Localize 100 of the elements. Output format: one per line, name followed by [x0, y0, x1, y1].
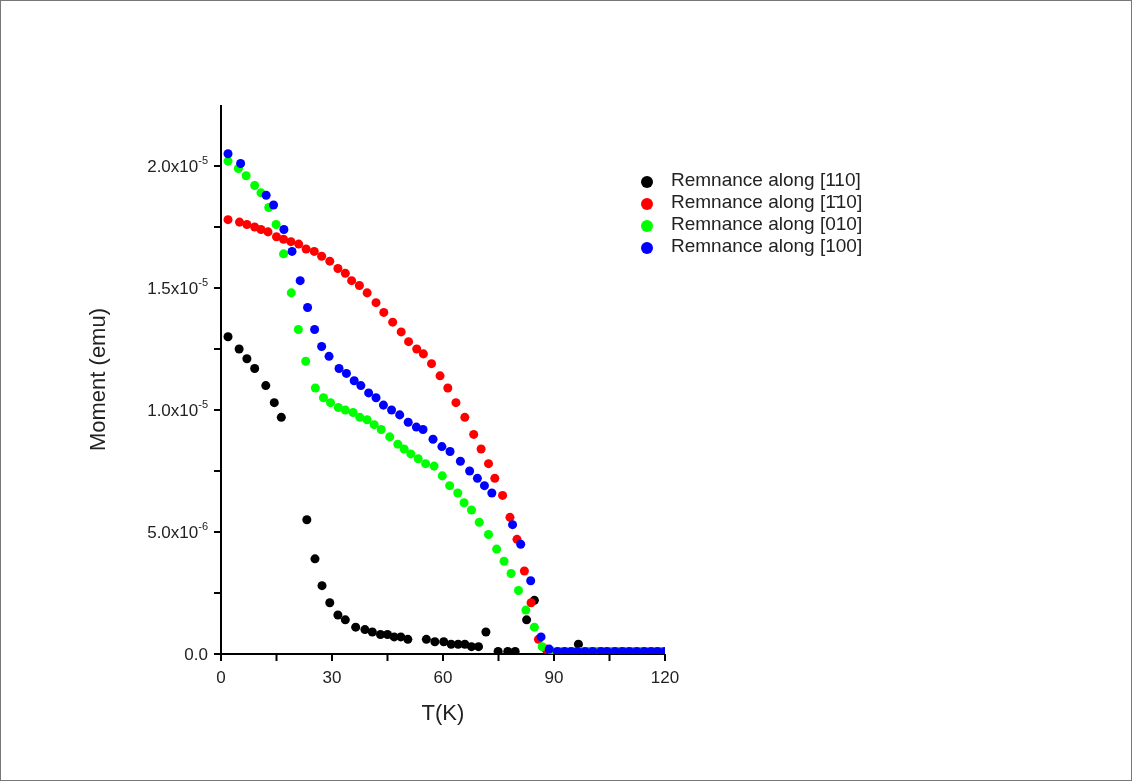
point [279, 224, 289, 234]
point [367, 627, 377, 637]
point [445, 481, 455, 491]
point [413, 454, 423, 464]
point [241, 171, 251, 181]
point [519, 566, 529, 576]
point [333, 263, 343, 273]
point [484, 529, 494, 539]
point [453, 488, 463, 498]
point [271, 232, 282, 242]
point [250, 364, 260, 374]
x-axis-title: T(K) [421, 699, 465, 725]
point [421, 459, 431, 469]
point [385, 432, 395, 442]
point [499, 556, 509, 566]
point [269, 200, 279, 210]
point [430, 637, 440, 647]
point [459, 498, 469, 508]
point [437, 471, 447, 481]
point [469, 429, 479, 439]
point [293, 324, 303, 334]
point [318, 393, 328, 403]
point [256, 224, 266, 234]
point [428, 434, 438, 444]
point [341, 368, 351, 378]
point [310, 324, 320, 334]
point [396, 327, 406, 337]
point [294, 239, 304, 249]
point [439, 637, 449, 647]
point [295, 276, 305, 286]
point [487, 488, 497, 498]
point [286, 288, 296, 298]
point [437, 442, 447, 452]
y-tick-label: 1.0x10$^{-5}$ [147, 398, 208, 420]
point [472, 473, 482, 483]
point [250, 181, 260, 191]
point [508, 520, 518, 530]
point [418, 349, 428, 359]
point [387, 405, 397, 415]
point [445, 446, 455, 456]
x-tick-label: 30 [322, 668, 342, 687]
x-tick-label: 120 [650, 668, 680, 687]
point [351, 622, 361, 632]
point [371, 298, 381, 308]
point [349, 376, 359, 386]
point [476, 444, 486, 454]
point [412, 344, 422, 354]
point [326, 398, 336, 408]
point [522, 615, 532, 625]
point [498, 490, 508, 500]
point [388, 317, 398, 327]
point [242, 354, 252, 364]
point [526, 576, 536, 586]
point [347, 276, 357, 286]
point [310, 554, 320, 564]
point [429, 461, 439, 471]
point [310, 383, 320, 393]
point [406, 449, 416, 459]
point [364, 388, 374, 398]
point [234, 344, 244, 354]
point [287, 246, 297, 256]
point [303, 303, 313, 313]
point [261, 381, 271, 391]
point [455, 456, 465, 466]
point [242, 220, 252, 230]
point [354, 281, 364, 291]
point [516, 539, 526, 549]
point [333, 610, 343, 620]
point [223, 149, 233, 159]
point [309, 246, 319, 256]
point [529, 622, 539, 632]
point [334, 364, 344, 374]
point [399, 444, 409, 454]
point [360, 625, 370, 635]
y-axis-title: Moment (emu) [84, 307, 110, 452]
point [537, 642, 547, 652]
legend-label: Remnance along [110] [671, 169, 861, 190]
point [261, 190, 271, 200]
point [580, 647, 590, 654]
point [355, 412, 365, 422]
point [503, 647, 513, 654]
point [427, 359, 437, 369]
point [340, 615, 350, 625]
point [369, 420, 379, 430]
point [484, 459, 494, 469]
point [443, 383, 453, 393]
point [356, 381, 366, 391]
point [325, 598, 335, 608]
point [317, 342, 327, 352]
point [506, 568, 516, 578]
y-tick-label: 1.5x10$^{-5}$ [147, 276, 208, 298]
point [302, 515, 312, 525]
point [317, 251, 327, 261]
point [379, 307, 389, 317]
point [393, 439, 403, 449]
point [234, 217, 245, 227]
point [271, 220, 281, 230]
point [418, 425, 428, 435]
y-tick-label: 5.0x10$^{-6}$ [147, 520, 208, 542]
point [378, 400, 388, 410]
